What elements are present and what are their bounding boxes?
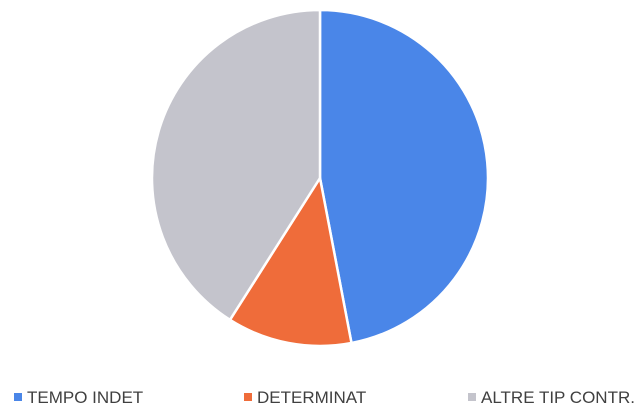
legend-swatch-altre-tip-contr [468,393,476,401]
pie-slices [150,8,490,348]
legend-label-tempo-indet: TEMPO INDET [27,388,143,407]
legend-item-tempo-indet: TEMPO INDET [14,388,143,407]
legend-swatch-tempo-indet [14,393,22,401]
chart-legend: TEMPO INDET DETERMINAT ALTRE TIP CONTR. [14,388,635,407]
legend-swatch-determinat [244,393,252,401]
pie-slice-altre-tip-contr [150,8,322,322]
legend-label-determinat: DETERMINAT [257,388,366,407]
pie-slice-tempo-indet [318,8,490,345]
legend-item-altre-tip-contr: ALTRE TIP CONTR. [468,388,635,407]
legend-label-altre-tip-contr: ALTRE TIP CONTR. [481,388,635,407]
legend-item-determinat: DETERMINAT [244,388,366,407]
pie-slice-determinat [228,176,353,348]
